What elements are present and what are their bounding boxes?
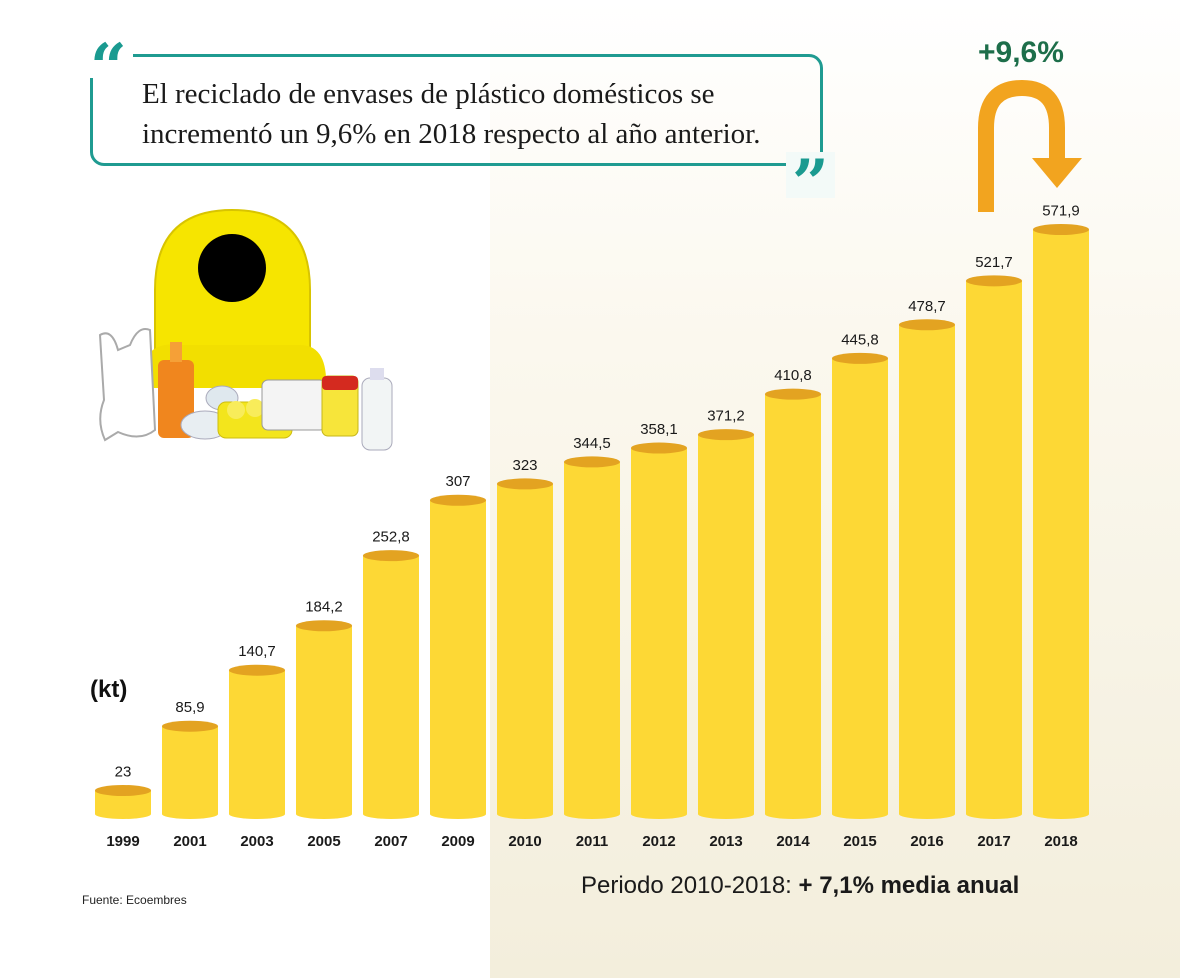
bar-base-2017 (966, 809, 1022, 819)
bar-top-2005 (296, 620, 352, 632)
bar-2001 (162, 726, 218, 814)
bar-base-2013 (698, 809, 754, 819)
quote-box (90, 54, 823, 166)
bar-2011 (564, 461, 620, 814)
bar-base-2014 (765, 809, 821, 819)
bar-2013 (698, 434, 754, 814)
bar-top-1999 (95, 784, 151, 796)
bar-top-2018 (1033, 224, 1089, 236)
bar-2014 (765, 394, 821, 814)
bar-top-2001 (162, 720, 218, 732)
value-label-1999: 23 (115, 763, 132, 780)
bar-top-2013 (698, 429, 754, 441)
value-label-2009: 307 (445, 473, 470, 490)
bar-top-2010 (497, 478, 553, 490)
bar-base-2005 (296, 809, 352, 819)
value-label-2017: 521,7 (975, 254, 1013, 271)
bars-group: 23 1999 85,9 2001 140,7 2003 184,2 2005 252,8 200… (95, 203, 1089, 850)
value-label-2011: 344,5 (573, 435, 611, 452)
category-label-2003: 2003 (240, 833, 273, 850)
bar-top-2011 (564, 456, 620, 468)
period-footnote: Periodo 2010-2018: + 7,1% media anual (581, 872, 1019, 900)
bar-top-2016 (899, 319, 955, 331)
value-label-2012: 358,1 (640, 421, 678, 438)
bar-base-2016 (899, 809, 955, 819)
bar-top-2017 (966, 275, 1022, 287)
category-label-2016: 2016 (910, 833, 943, 850)
category-label-2018: 2018 (1044, 833, 1077, 850)
category-label-2017: 2017 (977, 833, 1010, 850)
value-label-2016: 478,7 (908, 298, 946, 315)
bar-2017 (966, 280, 1022, 814)
bar-2010 (497, 483, 553, 814)
category-label-2013: 2013 (709, 833, 742, 850)
value-label-2018: 571,9 (1042, 203, 1080, 220)
bar-base-2009 (430, 809, 486, 819)
bar-base-2003 (229, 809, 285, 819)
category-label-2009: 2009 (441, 833, 474, 850)
category-label-2010: 2010 (508, 833, 541, 850)
headline-quote: El reciclado de envases de plástico domé… (142, 78, 761, 150)
category-label-2011: 2011 (576, 833, 609, 850)
value-label-2010: 323 (512, 457, 537, 474)
y-axis-unit-label: (kt) (90, 676, 128, 703)
category-label-2014: 2014 (776, 833, 810, 850)
footnote-prefix: Periodo 2010-2018: (581, 872, 792, 899)
bar-base-2001 (162, 809, 218, 819)
bar-base-2012 (631, 809, 687, 819)
value-label-2003: 140,7 (238, 643, 276, 660)
value-label-2014: 410,8 (774, 367, 812, 384)
bar-base-2011 (564, 809, 620, 819)
value-label-2007: 252,8 (372, 529, 410, 546)
bar-2003 (229, 670, 285, 814)
bar-2015 (832, 358, 888, 814)
bar-2007 (363, 555, 419, 814)
bar-base-2015 (832, 809, 888, 819)
bar-top-2003 (229, 664, 285, 676)
category-label-2007: 2007 (374, 833, 407, 850)
bar-2005 (296, 625, 352, 814)
growth-annotation: +9,6% (978, 36, 1064, 69)
bar-base-1999 (95, 809, 151, 819)
bar-top-2012 (631, 442, 687, 454)
value-label-2015: 445,8 (841, 331, 879, 348)
bar-2018 (1033, 229, 1089, 815)
bar-2012 (631, 448, 687, 814)
bar-top-2007 (363, 550, 419, 562)
bar-top-2009 (430, 494, 486, 506)
bar-base-2018 (1033, 809, 1089, 819)
footnote-bold: + 7,1% media anual (798, 872, 1020, 899)
source-note: Fuente: Ecoembres (82, 893, 187, 907)
category-label-2005: 2005 (307, 833, 340, 850)
value-label-2005: 184,2 (305, 599, 343, 616)
bar-2009 (430, 500, 486, 814)
recycling-bin-illustration (98, 208, 393, 451)
growth-arrow-icon (978, 79, 1082, 212)
open-quote-icon: “ (86, 36, 133, 78)
category-label-2015: 2015 (843, 833, 876, 850)
bar-1999 (95, 790, 151, 814)
bar-top-2014 (765, 388, 821, 400)
bar-base-2007 (363, 809, 419, 819)
bar-base-2010 (497, 809, 553, 819)
value-label-2001: 85,9 (175, 699, 204, 716)
bar-top-2015 (832, 352, 888, 364)
category-label-2012: 2012 (642, 833, 675, 850)
category-label-2001: 2001 (173, 833, 206, 850)
value-label-2013: 371,2 (707, 408, 745, 425)
category-label-1999: 1999 (106, 833, 139, 850)
close-quote-icon: ” (786, 152, 835, 198)
bar-2016 (899, 324, 955, 814)
